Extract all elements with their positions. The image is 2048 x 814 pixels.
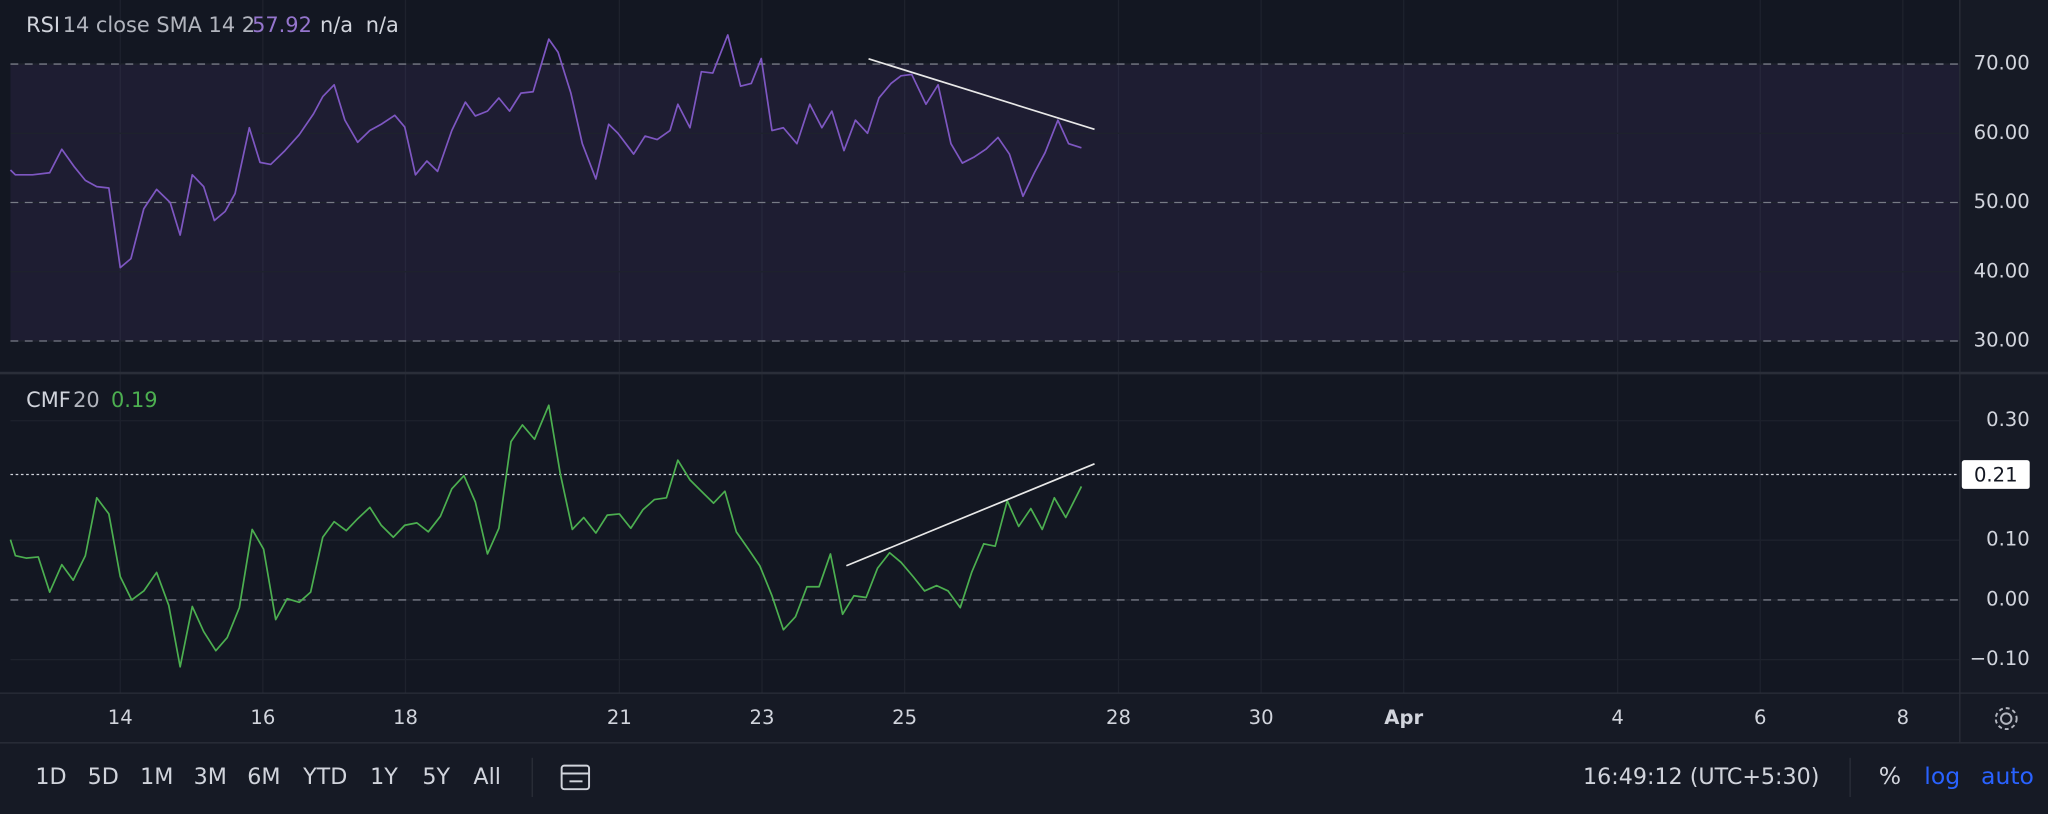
- y-tick-label: 0.10: [1986, 528, 2030, 551]
- x-tick-label: 25: [892, 706, 917, 729]
- y-tick-label: 70.00: [1974, 52, 2030, 75]
- axis-option[interactable]: %: [1879, 762, 1901, 790]
- x-tick-label: 23: [750, 706, 775, 729]
- range-button[interactable]: 6M: [247, 764, 280, 790]
- x-tick-label: 6: [1754, 706, 1766, 729]
- y-tick-label: 60.00: [1974, 121, 2030, 144]
- legend-title: CMF: [26, 388, 71, 412]
- x-tick-label: Apr: [1384, 706, 1423, 729]
- price-label: 0.21: [1974, 463, 2018, 486]
- range-button[interactable]: 3M: [194, 764, 227, 790]
- y-tick-label: 30.00: [1974, 329, 2030, 352]
- legend-title: RSI: [26, 13, 60, 37]
- trend-line: [846, 463, 1095, 567]
- clock: 16:49:12 (UTC+5:30): [1583, 764, 1819, 790]
- y-tick-label: 50.00: [1974, 190, 2030, 213]
- x-tick-label: 14: [108, 706, 133, 729]
- legend-value: 0.19: [111, 388, 158, 412]
- trend-line: [868, 57, 1095, 131]
- range-button[interactable]: All: [473, 764, 501, 790]
- y-tick-label: −0.10: [1970, 647, 2030, 670]
- toolbar: 1D 5D 1M 3M 6M YTD 1Y 5Y All% log auto: [35, 762, 2034, 790]
- range-button[interactable]: 1Y: [370, 764, 398, 790]
- settings-icon[interactable]: [1994, 707, 2018, 731]
- range-button[interactable]: 5D: [88, 764, 119, 790]
- x-tick-label: 18: [393, 706, 418, 729]
- legend-params: 14 close SMA 14 2: [63, 13, 255, 37]
- legend-params: 20: [73, 388, 100, 412]
- range-button[interactable]: 1D: [35, 764, 66, 790]
- x-tick-label: 16: [250, 706, 275, 729]
- x-tick-label: 4: [1611, 706, 1623, 729]
- legend-value: n/a: [320, 13, 353, 37]
- range-button[interactable]: YTD: [302, 764, 347, 790]
- y-tick-label: 0.30: [1986, 408, 2030, 431]
- date-range-icon[interactable]: [560, 764, 591, 791]
- indicator-line: [9, 404, 1083, 668]
- indicator-line: [9, 34, 1082, 269]
- legend-value: n/a: [366, 13, 399, 37]
- plot-background: [0, 0, 1959, 692]
- range-button[interactable]: 5Y: [422, 764, 450, 790]
- range-button[interactable]: 1M: [140, 764, 173, 790]
- mark-layer: [9, 34, 1083, 668]
- y-tick-label: 40.00: [1974, 259, 2030, 282]
- axis-option[interactable]: auto: [1981, 762, 2034, 790]
- x-tick-label: 21: [607, 706, 632, 729]
- x-tick-label: 8: [1897, 706, 1909, 729]
- legend-value: 57.92: [252, 13, 312, 37]
- x-tick-label: 28: [1106, 706, 1131, 729]
- x-tick-label: 30: [1249, 706, 1274, 729]
- y-tick-label: 0.00: [1986, 587, 2030, 610]
- axis-option[interactable]: log: [1924, 762, 1960, 790]
- price-label-box: [1961, 460, 2030, 489]
